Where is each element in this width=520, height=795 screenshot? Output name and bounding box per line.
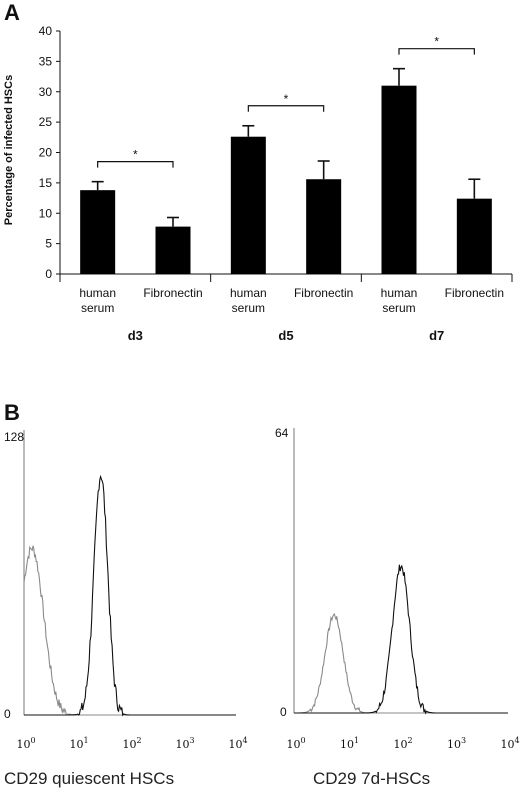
y-axis-label: Percentage of infected HSCs	[3, 75, 15, 225]
group-label: d7	[429, 328, 444, 343]
histogram-curve	[294, 612, 508, 714]
category-label: human	[79, 286, 116, 300]
hist2-ymin-label: 0	[280, 705, 287, 719]
significance-bracket	[398, 48, 475, 55]
y-tick-label: 0	[45, 267, 52, 281]
hist-x-tick-label: 104	[228, 736, 247, 751]
y-tick-label: 40	[39, 24, 53, 38]
hist-x-tick-label: 101	[340, 736, 359, 751]
histogram-curve	[23, 545, 236, 716]
bar	[306, 179, 342, 274]
bar	[155, 226, 191, 274]
bar	[456, 198, 492, 274]
category-label: Fibronectin	[294, 286, 353, 300]
histogram-quiescent: 128 0 CD29 quiescent HSCs 100 101 102 103 10…	[4, 430, 248, 788]
category-label: human	[230, 286, 267, 300]
significance-bracket	[97, 161, 174, 168]
category-label-line2: serum	[382, 301, 415, 315]
y-tick-labels: 0 5 10 15 20 25 30 35 40	[39, 24, 53, 281]
histogram-curve	[24, 474, 236, 717]
bar	[80, 190, 116, 274]
panel-a-label: A	[4, 0, 20, 25]
hist-x-tick-label: 101	[69, 736, 88, 751]
hist1-ymin-label: 0	[4, 707, 11, 721]
error-bars	[91, 67, 481, 227]
histogram-curve	[294, 564, 508, 715]
hist2-title: CD29 7d-HSCs	[313, 769, 430, 788]
category-label: human	[381, 286, 418, 300]
bars	[80, 85, 492, 274]
bar-chart: Percentage of infected HSCs 0 5 10 15 20 25 30…	[3, 24, 513, 343]
category-label: Fibronectin	[445, 286, 504, 300]
y-tick-label: 20	[39, 146, 53, 160]
hist-x-tick-label: 100	[16, 736, 35, 751]
y-tick-label: 25	[39, 115, 53, 129]
significance-star: *	[133, 148, 138, 162]
hist1-ymax-label: 128	[4, 430, 24, 444]
significance-star: *	[284, 92, 289, 106]
bar	[381, 85, 417, 274]
histogram-7d: 64 0 CD29 7d-HSCs 100 101 102 103 104	[275, 426, 520, 788]
y-tick-label: 35	[39, 54, 53, 68]
category-label: Fibronectin	[143, 286, 202, 300]
category-label-line2: serum	[232, 301, 265, 315]
hist-x-tick-label: 102	[122, 736, 141, 751]
hist-x-tick-label: 100	[286, 736, 305, 751]
significance-brackets: * * *	[97, 35, 475, 168]
category-label-line2: serum	[81, 301, 114, 315]
bar-chart-axes	[56, 30, 513, 282]
hist2-ymax-label: 64	[275, 426, 289, 440]
hist-x-tick-label: 102	[393, 736, 412, 751]
significance-star: *	[434, 35, 439, 49]
hist-x-tick-label: 103	[447, 736, 466, 751]
hist-x-tick-label: 103	[175, 736, 194, 751]
y-tick-label: 15	[39, 176, 53, 190]
hist-x-tick-label: 104	[500, 736, 519, 751]
significance-bracket	[247, 105, 325, 112]
bar	[230, 136, 266, 274]
y-tick-label: 10	[39, 206, 53, 220]
y-tick-label: 5	[45, 237, 52, 251]
hist1-title: CD29 quiescent HSCs	[4, 769, 174, 788]
group-label: d3	[128, 328, 143, 343]
panel-b-label: B	[4, 400, 20, 425]
group-labels: d3 d5 d7	[128, 328, 445, 343]
y-tick-label: 30	[39, 85, 53, 99]
group-label: d5	[278, 328, 293, 343]
